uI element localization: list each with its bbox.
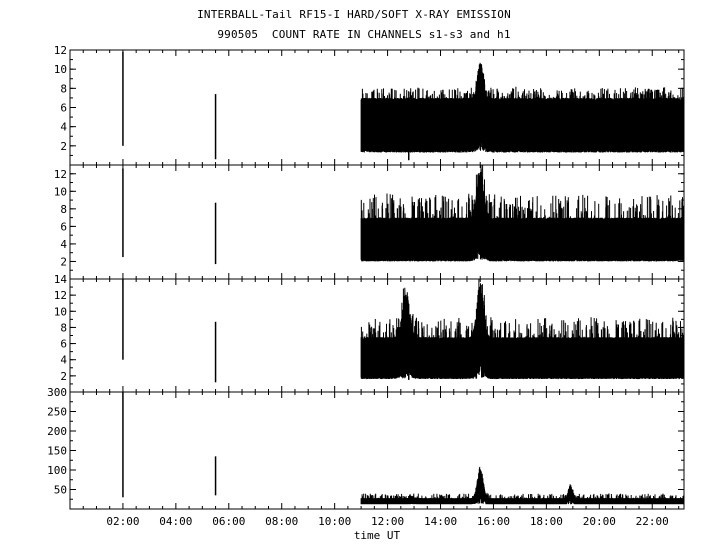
x-tick-label: 08:00 <box>265 515 298 528</box>
chart-title: INTERBALL-Tail RF15-I HARD/SOFT X-RAY EM… <box>197 8 511 21</box>
y-tick-label: 50 <box>54 484 67 497</box>
x-tick-label: 06:00 <box>212 515 245 528</box>
y-tick-label: 6 <box>60 220 67 233</box>
y-tick-label: 10 <box>54 185 67 198</box>
y-tick-label: 6 <box>60 102 67 115</box>
y-tick-label: 300 <box>47 386 67 399</box>
x-tick-label: 02:00 <box>106 515 139 528</box>
chart-subtitle: 990505 COUNT RATE IN CHANNELS s1-s3 and … <box>217 28 511 41</box>
y-tick-label: 250 <box>47 406 67 419</box>
x-tick-label: 18:00 <box>530 515 563 528</box>
y-tick-label: 2 <box>60 370 67 383</box>
x-tick-label: 10:00 <box>318 515 351 528</box>
x-tick-label: 16:00 <box>477 515 510 528</box>
y-tick-label: 2 <box>60 255 67 268</box>
y-tick-label: 100 <box>47 464 67 477</box>
data-series-h1 <box>360 466 685 505</box>
x-tick-label: 22:00 <box>636 515 669 528</box>
y-tick-label: 4 <box>60 121 67 134</box>
y-tick-label: 12 <box>54 168 67 181</box>
data-series-s3 <box>360 279 685 380</box>
panel-frame-h1 <box>69 391 685 510</box>
y-tick-label: 10 <box>54 305 67 318</box>
x-tick-label: 14:00 <box>424 515 457 528</box>
x-tick-label: 20:00 <box>583 515 616 528</box>
x-tick-label: 12:00 <box>371 515 404 528</box>
y-tick-label: 4 <box>60 238 67 251</box>
y-tick-label: 12 <box>54 44 67 57</box>
y-tick-label: 14 <box>54 273 68 286</box>
y-tick-label: 2 <box>60 140 67 153</box>
data-series-s2 <box>360 165 685 262</box>
x-tick-label: 04:00 <box>159 515 192 528</box>
y-tick-label: 8 <box>60 203 67 216</box>
y-tick-label: 150 <box>47 445 67 458</box>
y-tick-label: 200 <box>47 425 67 438</box>
y-tick-label: 10 <box>54 63 67 76</box>
y-tick-label: 8 <box>60 321 67 334</box>
y-tick-label: 4 <box>60 354 67 367</box>
y-tick-label: 8 <box>60 82 67 95</box>
x-axis-label: time UT <box>354 529 401 542</box>
data-series-s1 <box>360 62 685 153</box>
y-tick-label: 12 <box>54 289 67 302</box>
y-tick-label: 6 <box>60 338 67 351</box>
